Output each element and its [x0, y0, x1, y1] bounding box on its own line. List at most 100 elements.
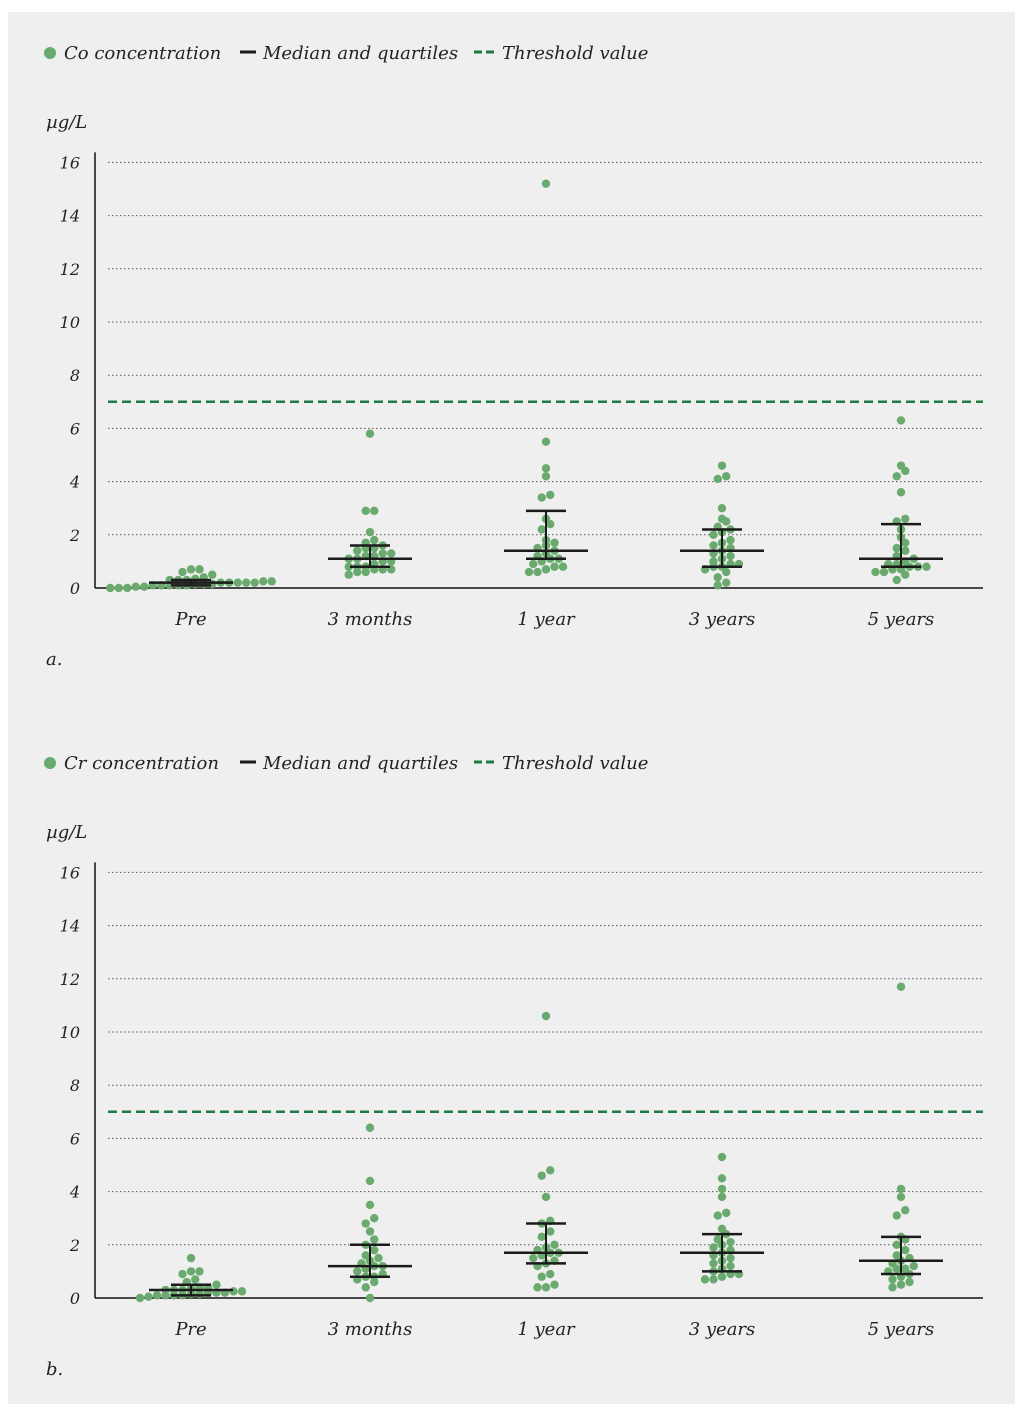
y-tick-label: 2 — [69, 526, 80, 545]
x-category-label: 3 years — [689, 1319, 756, 1340]
data-point — [709, 1259, 718, 1268]
x-category-label: 1 year — [517, 1319, 576, 1340]
data-point — [726, 535, 735, 545]
data-point — [135, 1293, 145, 1303]
data-point — [208, 570, 217, 579]
data-point — [700, 1275, 710, 1284]
x-category-label: Pre — [174, 609, 206, 630]
data-point — [709, 1243, 718, 1252]
data-point — [186, 1253, 196, 1263]
data-point — [344, 570, 353, 579]
data-point — [537, 1232, 546, 1242]
data-point — [541, 565, 551, 574]
data-point — [361, 506, 370, 516]
data-point — [909, 1261, 918, 1271]
data-point — [713, 581, 722, 590]
data-point — [370, 535, 379, 545]
data-point — [896, 488, 906, 497]
data-point — [370, 1214, 379, 1223]
data-point — [537, 525, 546, 534]
data-point — [558, 562, 568, 571]
data-point — [537, 1272, 546, 1281]
data-point — [717, 1272, 727, 1281]
data-point — [717, 504, 727, 513]
data-point — [726, 1261, 735, 1271]
data-point — [896, 982, 906, 991]
data-point — [541, 437, 551, 446]
data-point — [106, 583, 115, 593]
y-unit-label: µg/L — [46, 822, 87, 843]
data-point — [152, 1291, 162, 1300]
panel-label: b. — [46, 1359, 63, 1380]
data-point — [709, 530, 718, 539]
data-point — [353, 546, 362, 555]
y-tick-label: 12 — [60, 970, 80, 989]
data-point — [717, 1184, 727, 1194]
data-point — [550, 538, 559, 547]
data-point — [717, 1174, 727, 1183]
data-point — [713, 1235, 722, 1244]
legend-points-label: Cr concentration — [64, 753, 219, 774]
legend-threshold-label: Threshold value — [502, 753, 648, 774]
data-point — [114, 583, 123, 593]
data-point — [709, 557, 718, 566]
data-point — [896, 1280, 906, 1289]
data-point — [344, 562, 353, 571]
data-point — [892, 575, 901, 585]
data-point — [726, 551, 735, 561]
data-point — [387, 549, 396, 558]
data-point — [717, 1152, 727, 1162]
data-point — [537, 1171, 546, 1180]
data-point — [191, 1275, 200, 1284]
data-point — [901, 546, 910, 555]
data-point — [541, 472, 551, 481]
data-point — [537, 493, 546, 502]
legend-points-label: Co concentration — [64, 43, 221, 64]
data-point — [365, 1200, 375, 1210]
data-point — [259, 577, 268, 586]
data-point — [901, 1206, 910, 1215]
data-point — [186, 1267, 196, 1276]
data-point — [550, 1280, 559, 1289]
y-tick-label: 12 — [60, 260, 80, 279]
data-point — [713, 1211, 722, 1220]
legend-point-marker — [44, 47, 56, 59]
data-point — [178, 1269, 187, 1279]
data-point — [533, 1283, 542, 1292]
data-point — [722, 472, 731, 481]
figure-canvas: Co concentration Median and quartiles Thre… — [8, 12, 1015, 1404]
data-point — [529, 1253, 538, 1263]
data-point — [892, 1211, 901, 1220]
data-point — [901, 514, 910, 524]
y-tick-label: 0 — [70, 579, 80, 598]
data-point — [879, 567, 889, 577]
data-point — [361, 1251, 370, 1260]
chart-panel-a: Co concentration Median and quartiles Thre… — [44, 43, 983, 670]
data-point — [871, 567, 880, 577]
data-point — [541, 464, 551, 473]
data-point — [195, 1267, 204, 1276]
data-point — [533, 567, 542, 577]
data-point — [370, 1235, 379, 1244]
y-tick-label: 6 — [70, 1129, 80, 1148]
data-point — [541, 1011, 551, 1021]
data-point — [541, 179, 551, 188]
y-tick-label: 4 — [69, 473, 80, 492]
x-category-label: 3 months — [328, 609, 413, 630]
y-unit-label: µg/L — [46, 112, 87, 133]
data-point — [713, 573, 722, 582]
y-tick-label: 6 — [70, 419, 80, 438]
legend-median-label: Median and quartiles — [262, 43, 458, 64]
data-point — [546, 1166, 555, 1175]
data-point — [709, 541, 718, 550]
data-point — [378, 549, 387, 558]
data-point — [922, 562, 931, 571]
data-point — [374, 1253, 383, 1263]
data-point — [896, 1192, 906, 1202]
data-point — [144, 1292, 153, 1301]
data-point — [370, 506, 379, 516]
y-tick-label: 8 — [70, 366, 80, 385]
legend-median-label: Median and quartiles — [262, 753, 458, 774]
data-point — [242, 578, 251, 587]
data-point — [717, 514, 727, 524]
